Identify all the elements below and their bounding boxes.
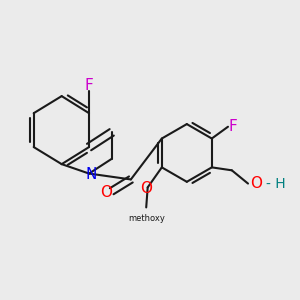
Text: F: F xyxy=(85,78,93,93)
Text: methoxy: methoxy xyxy=(128,214,165,223)
Text: O: O xyxy=(140,181,152,196)
Text: N: N xyxy=(86,167,97,182)
Text: - H: - H xyxy=(266,177,285,191)
Text: O: O xyxy=(250,176,262,191)
Text: F: F xyxy=(229,118,238,134)
Text: O: O xyxy=(100,185,112,200)
